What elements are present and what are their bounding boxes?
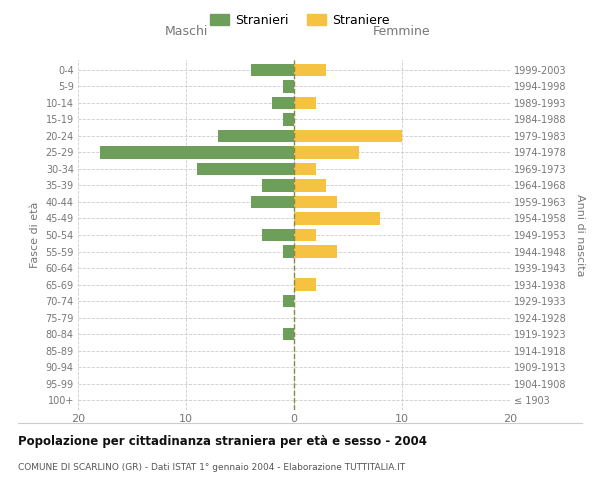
Bar xyxy=(283,328,294,340)
Bar xyxy=(272,96,294,109)
Text: Popolazione per cittadinanza straniera per età e sesso - 2004: Popolazione per cittadinanza straniera p… xyxy=(18,435,427,448)
Bar xyxy=(294,146,359,158)
Y-axis label: Anni di nascita: Anni di nascita xyxy=(575,194,585,276)
Text: Maschi: Maschi xyxy=(164,24,208,38)
Bar xyxy=(283,295,294,307)
Bar xyxy=(294,163,316,175)
Bar xyxy=(283,113,294,126)
Bar xyxy=(294,96,316,109)
Bar xyxy=(294,196,337,208)
Text: COMUNE DI SCARLINO (GR) - Dati ISTAT 1° gennaio 2004 - Elaborazione TUTTITALIA.I: COMUNE DI SCARLINO (GR) - Dati ISTAT 1° … xyxy=(18,462,405,471)
Bar xyxy=(294,278,316,290)
Bar xyxy=(283,246,294,258)
Bar xyxy=(251,196,294,208)
Bar xyxy=(262,229,294,241)
Bar xyxy=(197,163,294,175)
Bar xyxy=(294,229,316,241)
Bar xyxy=(100,146,294,158)
Bar xyxy=(251,64,294,76)
Bar xyxy=(283,80,294,92)
Bar xyxy=(294,130,402,142)
Y-axis label: Fasce di età: Fasce di età xyxy=(30,202,40,268)
Bar xyxy=(294,246,337,258)
Bar xyxy=(218,130,294,142)
Legend: Stranieri, Straniere: Stranieri, Straniere xyxy=(205,8,395,32)
Bar xyxy=(294,180,326,192)
Bar xyxy=(294,212,380,224)
Bar xyxy=(294,64,326,76)
Text: Femmine: Femmine xyxy=(373,24,431,38)
Bar xyxy=(262,180,294,192)
